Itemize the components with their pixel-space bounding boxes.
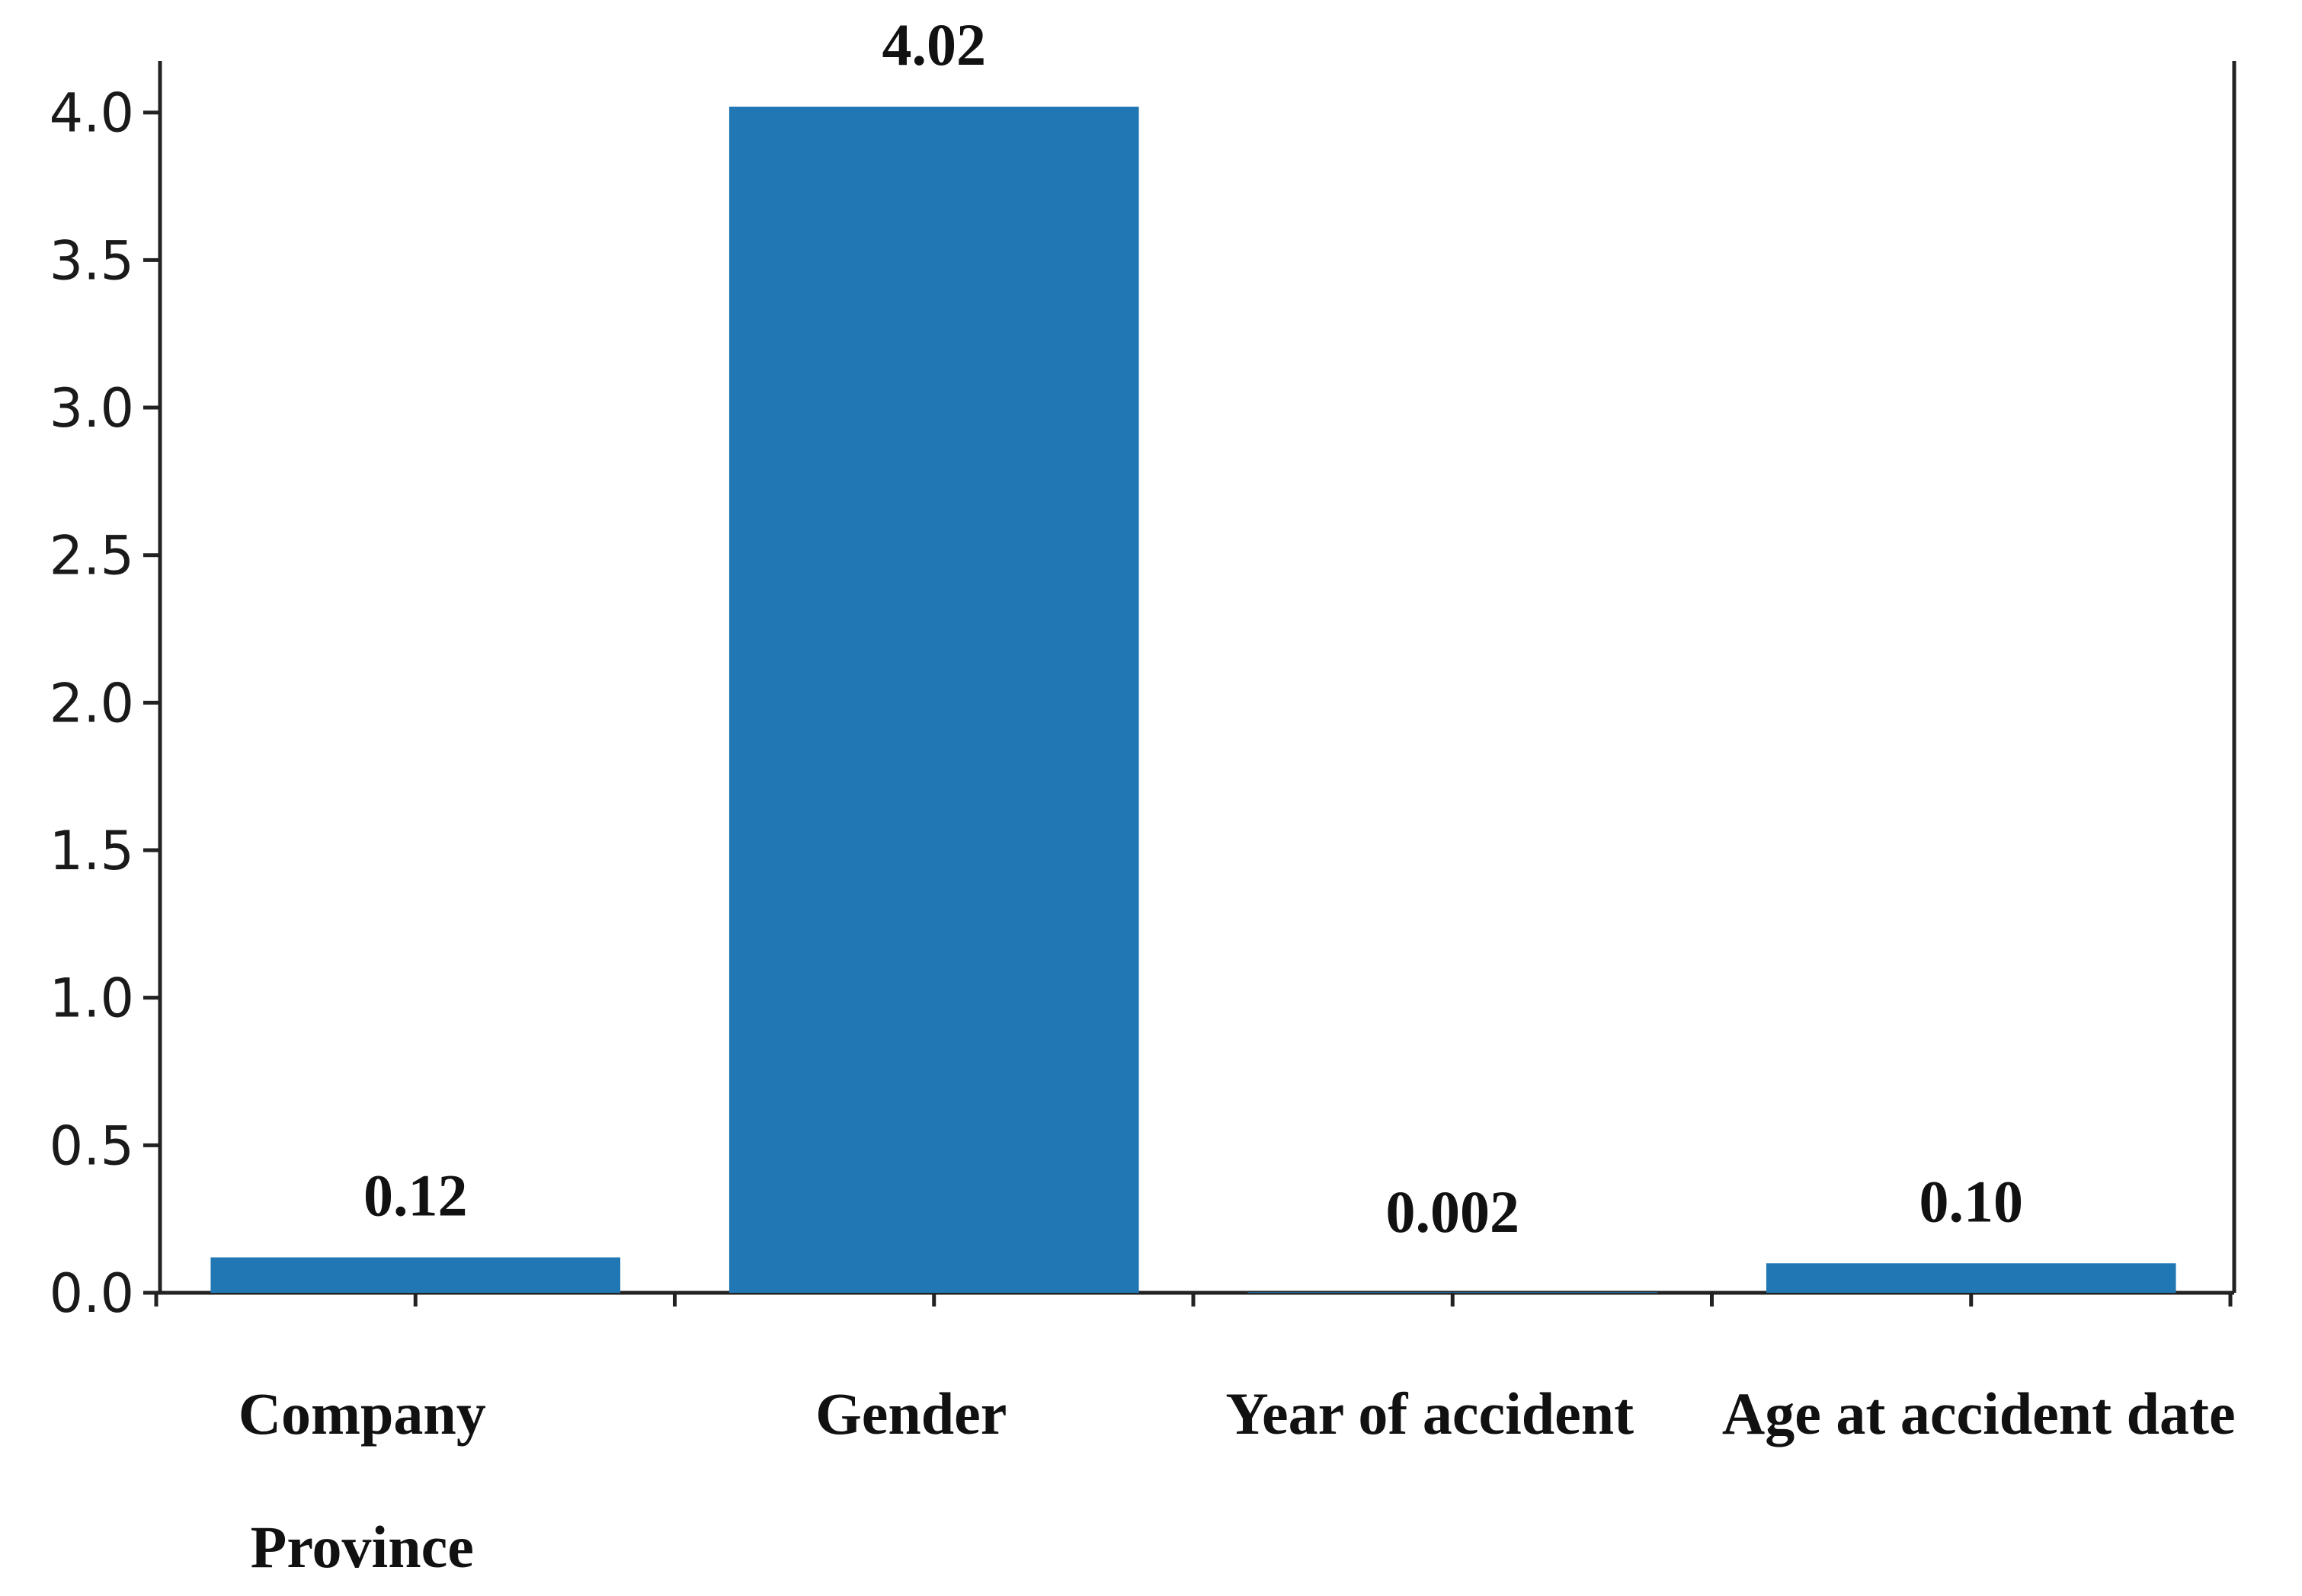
x-category-label: Province <box>251 1514 474 1580</box>
x-category-label: Company <box>239 1380 486 1447</box>
y-tick-label: 1.5 <box>50 820 134 882</box>
bar <box>1247 1292 1658 1294</box>
y-tick-label: 0.5 <box>50 1115 134 1177</box>
x-category-label: Year of accident <box>1225 1380 1634 1447</box>
y-tick-label: 4.0 <box>50 82 134 145</box>
bar <box>210 1257 621 1293</box>
y-tick-label: 2.5 <box>50 525 134 587</box>
y-tick-label: 3.5 <box>50 229 134 292</box>
bar <box>728 107 1139 1293</box>
y-tick-label: 2.0 <box>50 672 134 734</box>
y-tick-label: 3.0 <box>50 377 134 440</box>
x-category-label: Age at accident date <box>1722 1380 2236 1447</box>
bar-value-label: 0.12 <box>363 1163 468 1229</box>
bar-value-label: 0.10 <box>1919 1168 2024 1234</box>
x-category-label: Gender <box>815 1380 1007 1447</box>
bar-value-label: 4.02 <box>882 11 987 78</box>
bar <box>1766 1263 2176 1293</box>
y-tick-label: 0.0 <box>50 1262 134 1325</box>
y-tick-label: 1.0 <box>50 968 134 1030</box>
bar-value-label: 0.002 <box>1386 1179 1520 1245</box>
